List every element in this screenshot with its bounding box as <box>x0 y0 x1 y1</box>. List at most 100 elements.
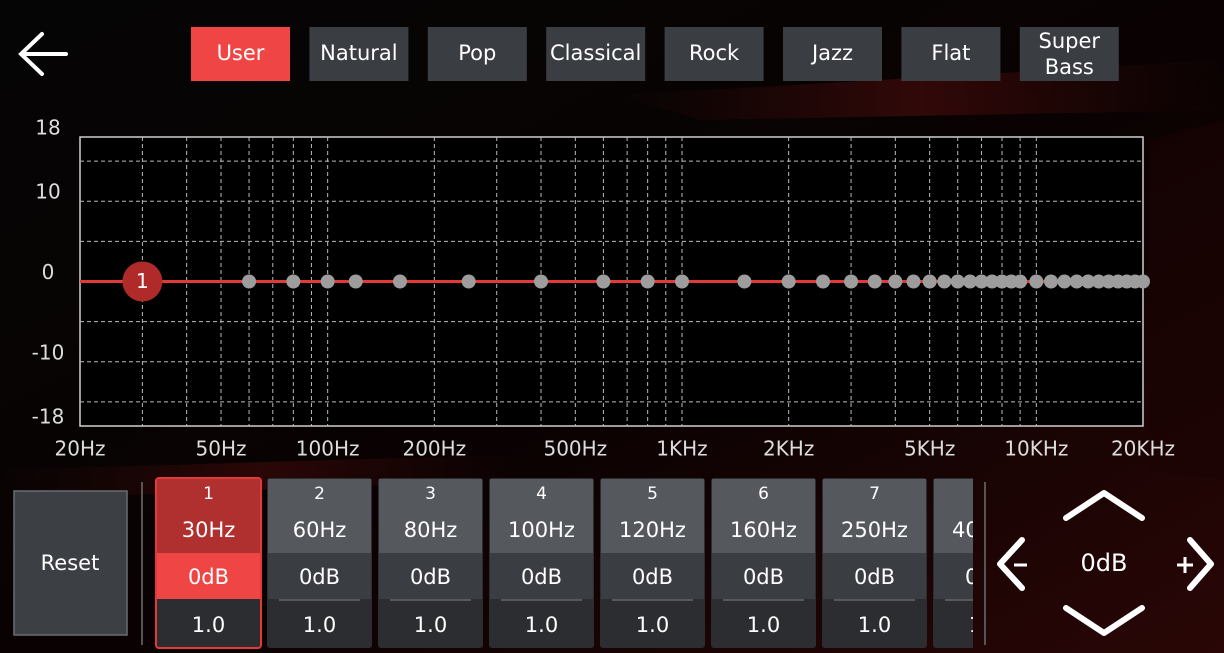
band-point[interactable] <box>816 274 831 289</box>
preset-label: Classical <box>550 41 641 65</box>
band-point[interactable] <box>640 274 655 289</box>
y-tick-label: 0 <box>42 260 55 284</box>
band-point[interactable] <box>392 274 407 289</box>
band-point[interactable] <box>888 274 903 289</box>
band-gain: 0dB <box>854 565 895 589</box>
band-point[interactable] <box>320 274 335 289</box>
gain-down[interactable] <box>1063 605 1145 636</box>
preset-button[interactable] <box>309 27 409 81</box>
band-point[interactable] <box>1136 274 1150 289</box>
band-freq: 30Hz <box>182 518 236 542</box>
band-point[interactable] <box>937 274 952 289</box>
band-point[interactable] <box>461 274 476 289</box>
band-point[interactable] <box>844 274 859 289</box>
band-gain-cell <box>379 553 482 599</box>
band-header <box>268 479 371 553</box>
band-freq: 100Hz <box>508 518 575 542</box>
band-point[interactable] <box>1044 274 1059 289</box>
preset-button[interactable] <box>546 27 646 81</box>
band-point[interactable] <box>906 274 921 289</box>
band-point[interactable] <box>867 274 882 289</box>
band-gain: 0dB <box>632 565 673 589</box>
gain-up[interactable] <box>1063 490 1145 521</box>
band-point[interactable] <box>737 274 752 289</box>
y-tick-label: -10 <box>32 340 65 364</box>
band-point[interactable] <box>1013 274 1028 289</box>
bg-streak <box>1150 120 1224 480</box>
reset-label: Reset <box>41 551 100 575</box>
band-point[interactable] <box>675 274 690 289</box>
band-number: 1 <box>203 484 214 504</box>
x-tick-label: 5KHz <box>904 437 955 461</box>
y-tick-label: -18 <box>32 405 65 429</box>
band-header <box>379 479 482 553</box>
x-tick-label: 500Hz <box>543 437 607 461</box>
band-gain-cell <box>490 553 593 599</box>
band-point[interactable] <box>348 274 363 289</box>
band-q: 1.0 <box>303 613 336 637</box>
band-point[interactable] <box>985 274 1000 289</box>
preset-button[interactable] <box>664 27 764 81</box>
preset-label: Jazz <box>810 41 853 65</box>
band-header <box>601 479 704 553</box>
preset-button[interactable] <box>191 27 290 81</box>
band-point[interactable] <box>1057 274 1072 289</box>
band-gain-cell <box>823 553 926 599</box>
band-point[interactable] <box>533 274 548 289</box>
x-tick-label: 10KHz <box>1004 437 1068 461</box>
gain-right[interactable] <box>1187 537 1214 591</box>
band-point[interactable] <box>1069 274 1084 289</box>
band-gain-cell <box>712 553 815 599</box>
band-gain: 0dB <box>965 565 1006 589</box>
band-freq: 250Hz <box>841 518 908 542</box>
band-number: 7 <box>869 484 880 504</box>
band-number: 2 <box>314 484 325 504</box>
band-point[interactable] <box>1091 274 1106 289</box>
band-point[interactable] <box>950 274 965 289</box>
y-tick-label: 18 <box>35 116 60 140</box>
band-header <box>490 479 593 553</box>
band-point[interactable] <box>974 274 989 289</box>
band-point[interactable] <box>963 274 978 289</box>
band-header <box>934 479 973 553</box>
band-gain: 0dB <box>299 565 340 589</box>
band-gain-cell <box>934 553 973 599</box>
preset-label: Super Bass <box>1039 29 1101 79</box>
band-number: 3 <box>425 484 436 504</box>
band-point[interactable] <box>922 274 937 289</box>
band-gain: 0dB <box>521 565 562 589</box>
preset-label: Pop <box>458 41 496 65</box>
preset-button[interactable] <box>783 27 882 81</box>
preset-label: Flat <box>931 41 970 65</box>
x-tick-label: 100Hz <box>296 437 360 461</box>
preset-button[interactable] <box>1019 27 1119 81</box>
band-point[interactable] <box>1029 274 1044 289</box>
band-header <box>823 479 926 553</box>
band-q: 1.0 <box>414 613 447 637</box>
selected-point[interactable] <box>122 261 163 302</box>
preset-label: Rock <box>689 41 740 65</box>
x-tick-label: 20Hz <box>55 437 106 461</box>
band-point[interactable] <box>242 274 257 289</box>
preset-button[interactable] <box>427 27 527 81</box>
band-point[interactable] <box>1081 274 1096 289</box>
band-gain-cell <box>157 553 260 599</box>
band-point[interactable] <box>596 274 611 289</box>
band-point[interactable] <box>781 274 796 289</box>
band-header <box>712 479 815 553</box>
band-point[interactable] <box>286 274 301 289</box>
band-freq: 120Hz <box>619 518 686 542</box>
band-freq: 60Hz <box>293 518 347 542</box>
band-q: 1.0 <box>747 613 780 637</box>
back-button[interactable] <box>18 32 68 76</box>
band-number: 4 <box>536 484 547 504</box>
band-number: 6 <box>758 484 769 504</box>
band-gain: 0dB <box>188 565 229 589</box>
current-gain: 0dB <box>1081 549 1128 577</box>
gain-left[interactable] <box>997 537 1025 591</box>
reset-button[interactable] <box>13 490 128 636</box>
preset-button[interactable] <box>901 27 1001 81</box>
band-q: 1.0 <box>525 613 558 637</box>
band-q: 1.0 <box>969 613 1002 637</box>
